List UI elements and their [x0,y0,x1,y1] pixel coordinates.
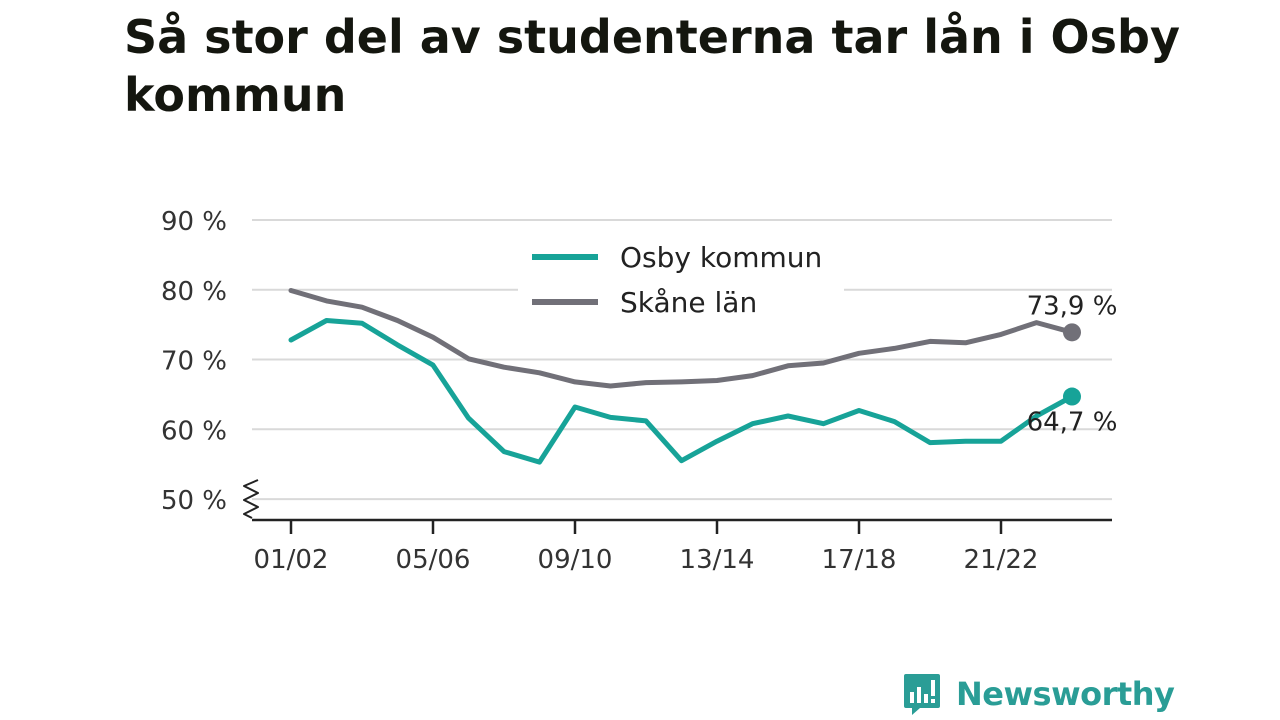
legend-box [518,233,844,329]
series-line [288,318,1075,465]
legend-label: Skåne län [620,286,757,319]
end-labels: 64,7 % 73,9 % [1027,291,1118,437]
series-line [288,288,1075,389]
chart-legend: Osby kommun Skåne län [518,233,844,329]
y-axis: 50 % 60 % 70 % 80 % 90 % [161,207,259,519]
y-tick-label: 70 % [161,347,227,377]
series-end-point [1063,323,1081,342]
series-lines [288,288,1081,465]
y-tick-label: 50 % [161,486,227,516]
newsworthy-logo-icon [904,674,940,715]
y-tick-label: 90 % [161,207,227,237]
series-end-point [1063,387,1081,406]
grid-lines [252,219,1112,501]
end-value-label: 64,7 % [1027,408,1118,438]
page-title: Så stor del av studenterna tar lån i Osb… [124,10,1180,122]
axis-break-icon [243,479,259,519]
x-tick-label: 17/18 [822,545,897,575]
x-tick-label: 01/02 [254,545,329,575]
legend-label: Osby kommun [620,241,822,274]
x-tick-label: 13/14 [680,545,755,575]
brand-name: Newsworthy [956,675,1175,713]
y-tick-label: 60 % [161,416,227,446]
x-tick-label: 09/10 [538,545,613,575]
end-value-label: 73,9 % [1027,291,1118,321]
x-tick-label: 05/06 [396,545,471,575]
y-tick-label: 80 % [161,277,227,307]
x-axis: 01/02 05/06 09/10 13/14 17/18 21/22 [252,518,1112,575]
brand-logo: Newsworthy [902,670,1175,718]
x-tick-label: 21/22 [964,545,1039,575]
